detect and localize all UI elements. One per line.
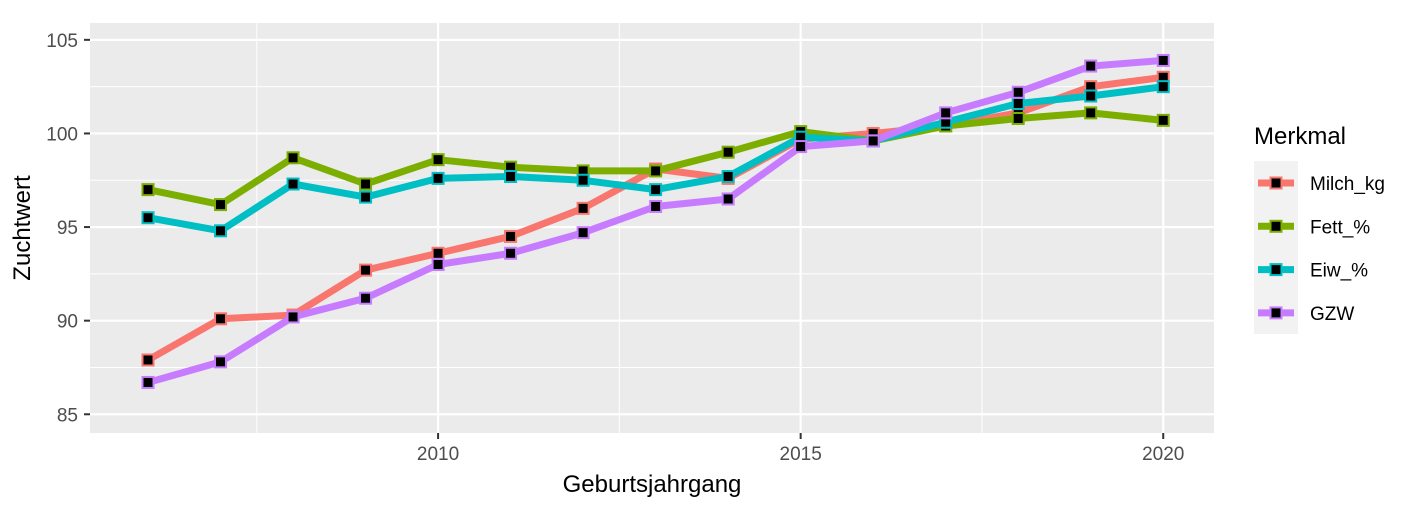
grid-major (90, 23, 1214, 433)
data-point (1156, 80, 1170, 94)
data-point (1011, 85, 1025, 99)
legend-label: GZW (1310, 304, 1354, 325)
legend-label: Fett_% (1310, 217, 1370, 238)
data-point (866, 134, 880, 148)
data-point (431, 171, 445, 185)
data-point (1011, 111, 1025, 125)
data-point (721, 192, 735, 206)
data-point (649, 183, 663, 197)
legend: Merkmal Milch_kg Fett_% Eiw_% GZW (1254, 123, 1385, 334)
x-tick-label: 2020 (1142, 444, 1184, 465)
data-point (214, 355, 228, 369)
y-tick-label: 95 (57, 218, 78, 239)
data-point (286, 310, 300, 324)
data-point (214, 224, 228, 238)
data-point (1084, 59, 1098, 73)
data-point (576, 226, 590, 240)
data-point (1084, 106, 1098, 120)
legend-key-point (1269, 176, 1283, 190)
legend-label: Eiw_% (1310, 261, 1368, 282)
data-point (1156, 113, 1170, 127)
data-point (286, 177, 300, 191)
data-point (1011, 97, 1025, 111)
legend-label: Milch_kg (1310, 174, 1385, 195)
data-point (939, 106, 953, 120)
data-point (141, 375, 155, 389)
legend-key-point (1269, 306, 1283, 320)
data-point (431, 246, 445, 260)
data-point (286, 151, 300, 165)
legend-key-point (1269, 219, 1283, 233)
data-point (1156, 53, 1170, 67)
data-point (794, 140, 808, 154)
x-axis-title: Geburtsjahrgang (563, 471, 742, 498)
data-point (649, 164, 663, 178)
data-point (214, 312, 228, 326)
legend-key-point (1269, 263, 1283, 277)
y-tick-label: 105 (46, 31, 78, 52)
y-tick-label: 90 (57, 312, 78, 333)
data-point (576, 173, 590, 187)
x-tick-label: 2010 (417, 444, 459, 465)
y-tick-label: 85 (57, 405, 78, 426)
data-point (359, 177, 373, 191)
data-point (359, 291, 373, 305)
data-point (504, 246, 518, 260)
data-point (431, 258, 445, 272)
data-point (359, 263, 373, 277)
data-point (649, 199, 663, 213)
data-point (576, 201, 590, 215)
data-point (141, 183, 155, 197)
data-point (721, 170, 735, 184)
y-tick-label: 100 (46, 124, 78, 145)
legend-title: Merkmal (1254, 123, 1346, 150)
data-point (141, 211, 155, 225)
data-point (431, 153, 445, 167)
data-point (359, 190, 373, 204)
data-point (214, 198, 228, 212)
y-axis-title: Zuchtwert (9, 175, 36, 281)
axis-ticks: 2010 2015 2020 85 90 95 100 105 (46, 31, 1184, 465)
series-layer (141, 53, 1170, 389)
data-point (721, 145, 735, 159)
data-point (1084, 89, 1098, 103)
data-point (504, 229, 518, 243)
x-tick-label: 2015 (780, 444, 822, 465)
data-point (504, 170, 518, 184)
legend-key-background (1254, 161, 1298, 334)
data-point (141, 353, 155, 367)
